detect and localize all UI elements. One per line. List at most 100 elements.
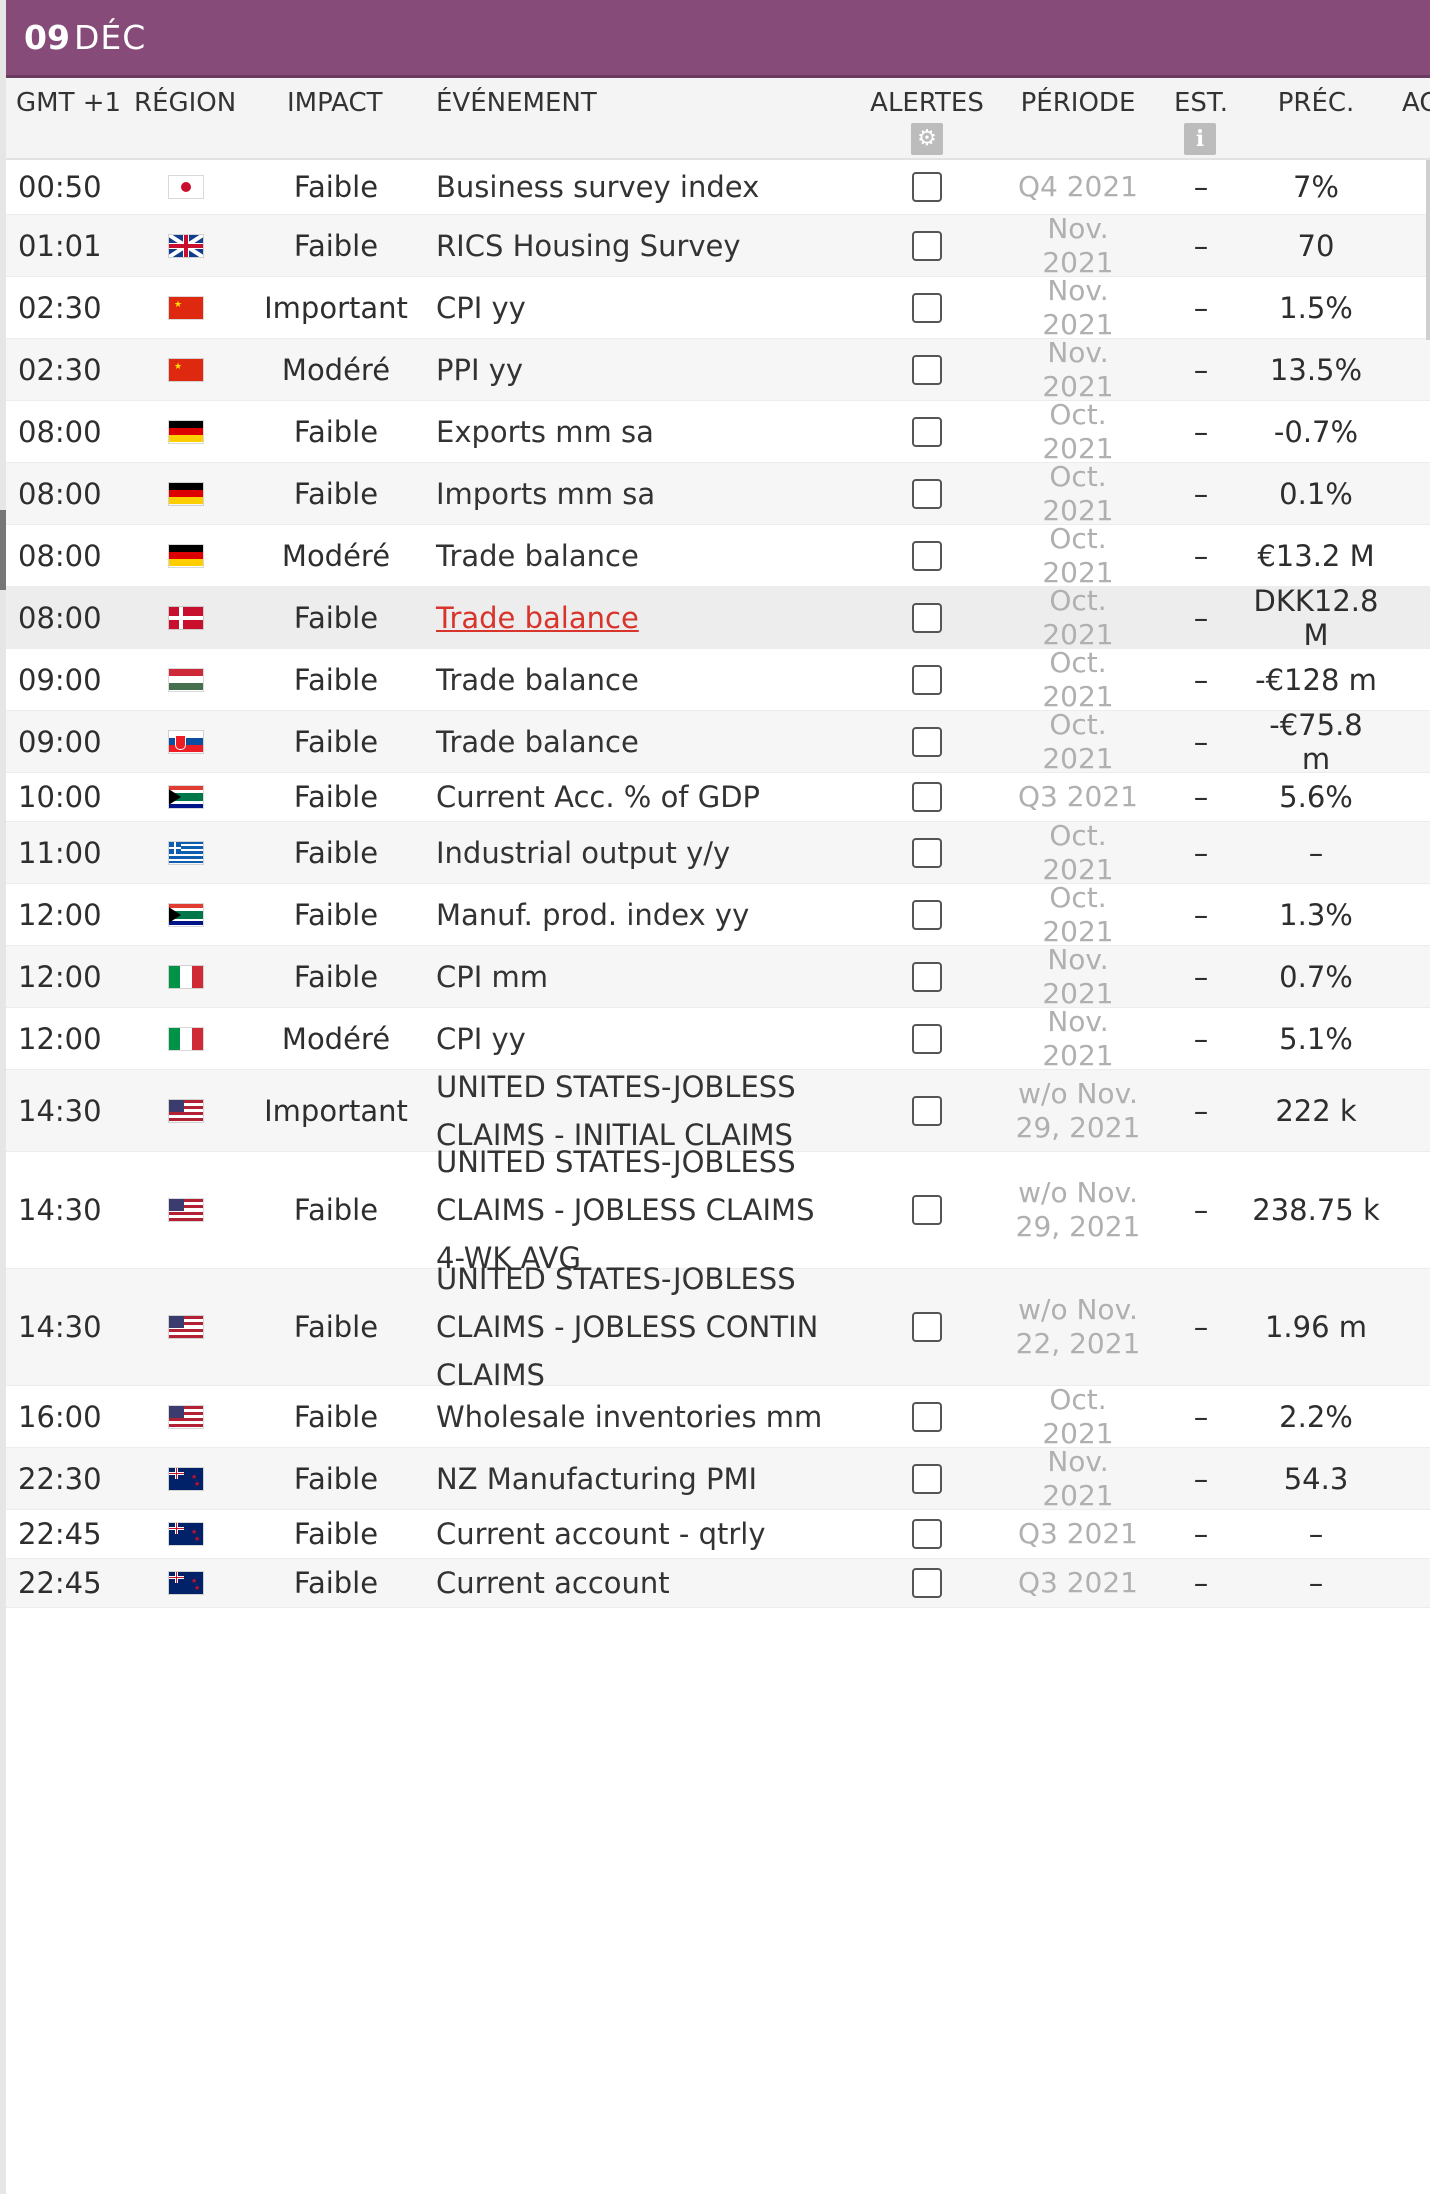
table-row[interactable]: 22:45 ★ ★ Faible Current account Q3 2021 – – <box>6 1559 1430 1608</box>
event-name[interactable]: Trade balance <box>436 532 856 580</box>
event-previous-line: 1.96 m <box>1264 1310 1368 1344</box>
event-previous: 2.2% <box>1246 1400 1386 1434</box>
event-previous: – <box>1246 1566 1386 1600</box>
event-period-line: Nov. <box>1047 942 1109 976</box>
table-row[interactable]: 12:00 Faible CPI mm Nov. 2021 – 0.7% <box>6 942 1430 1010</box>
table-row[interactable]: 02:30 ★ Modéré PPI yy Nov. 2021 – 13.5% <box>6 336 1430 403</box>
table-row[interactable]: 12:00 Faible Manuf. prod. index yy Oct. 2021… <box>6 881 1430 948</box>
table-row[interactable]: 14:30 Faible UNITED STATES-JOBLESS CLAIMS -… <box>6 1145 1430 1275</box>
table-row[interactable]: 14:30 Faible UNITED STATES-JOBLESS CLAIMS -… <box>6 1262 1430 1392</box>
table-row[interactable]: 22:30 ★ ★ Faible NZ Manufacturing PMI Nov. 202… <box>6 1445 1430 1512</box>
alert-checkbox[interactable] <box>912 1463 942 1494</box>
event-name[interactable]: CPI yy <box>436 284 856 332</box>
header-region[interactable]: RÉGION <box>134 88 237 118</box>
header-event[interactable]: ÉVÉNEMENT <box>436 88 597 118</box>
event-name[interactable]: Trade balance <box>436 594 856 642</box>
alert-checkbox[interactable] <box>912 1023 942 1054</box>
alert-checkbox[interactable] <box>912 1568 942 1598</box>
event-period-line: 2021 <box>1042 555 1114 589</box>
header-impact[interactable]: IMPACT <box>287 88 383 118</box>
header-act[interactable]: AC <box>1402 88 1430 118</box>
event-time: 00:50 <box>18 170 102 204</box>
event-name[interactable]: Exports mm sa <box>436 408 856 456</box>
event-name[interactable]: UNITED STATES-JOBLESS CLAIMS - INITIAL CL… <box>436 1063 856 1159</box>
alert-checkbox[interactable] <box>912 899 942 930</box>
scroll-marker[interactable] <box>0 510 6 590</box>
event-previous-line: 7% <box>1292 170 1339 204</box>
header-gmt[interactable]: GMT +1 <box>16 88 122 118</box>
alert-checkbox[interactable] <box>912 837 942 868</box>
alert-checkbox[interactable] <box>912 1519 942 1549</box>
event-name-line: NZ Manufacturing PMI <box>436 1461 758 1496</box>
header-alerts[interactable]: ALERTES <box>870 88 984 118</box>
table-row[interactable]: 08:00 Faible Trade balance Oct. 2021 – DKK12.8… <box>6 583 1430 652</box>
alert-checkbox[interactable] <box>912 961 942 992</box>
table-row[interactable]: 00:50 Faible Business survey index Q4 2021 –… <box>6 160 1430 215</box>
alert-checkbox[interactable] <box>912 602 942 633</box>
table-row[interactable]: 11:00 Faible Industrial output y/y Oct. 2021… <box>6 819 1430 886</box>
event-name-line: UNITED STATES-JOBLESS <box>436 1262 796 1296</box>
event-period-line: Oct. <box>1049 397 1107 431</box>
alert-checkbox[interactable] <box>912 292 942 323</box>
event-name[interactable]: Current Acc. % of GDP <box>436 773 856 821</box>
event-name[interactable]: Trade balance <box>436 718 856 766</box>
alert-checkbox[interactable] <box>912 540 942 571</box>
alert-checkbox[interactable] <box>912 782 942 812</box>
event-name-line: UNITED STATES-JOBLESS <box>436 1069 796 1104</box>
event-name-line: CLAIMS <box>436 1358 545 1392</box>
alert-checkbox[interactable] <box>912 1095 942 1126</box>
table-row[interactable]: 09:00 Faible Trade balance Oct. 2021 – -€128 m <box>6 646 1430 713</box>
table-row[interactable]: 22:45 ★ ★ Faible Current account - qtrly Q3 2… <box>6 1510 1430 1559</box>
event-previous-line: DKK12.8 <box>1253 583 1379 618</box>
event-name[interactable]: Business survey index <box>436 163 856 211</box>
alert-checkbox[interactable] <box>912 230 942 261</box>
event-name[interactable]: Industrial output y/y <box>436 829 856 877</box>
alert-checkbox[interactable] <box>912 478 942 509</box>
table-row[interactable]: 09:00 Faible Trade balance Oct. 2021 – -€75.8 m <box>6 708 1430 776</box>
table-row[interactable]: 08:00 Faible Exports mm sa Oct. 2021 – -0.7% <box>6 397 1430 465</box>
alert-checkbox[interactable] <box>912 726 942 757</box>
alert-checkbox[interactable] <box>912 1195 942 1225</box>
header-period[interactable]: PÉRIODE <box>1020 88 1136 118</box>
italy-flag-icon <box>169 965 203 988</box>
alert-checkbox[interactable] <box>912 1312 942 1342</box>
header-prev[interactable]: PRÉC. <box>1277 88 1355 118</box>
gear-icon[interactable]: ⚙ <box>911 123 943 155</box>
event-name[interactable]: Current account <box>436 1559 856 1607</box>
alert-checkbox[interactable] <box>912 354 942 385</box>
event-period-line: 29, 2021 <box>1015 1210 1141 1243</box>
table-row[interactable]: 08:00 Faible Imports mm sa Oct. 2021 – 0.1% <box>6 460 1430 527</box>
alert-checkbox[interactable] <box>912 1401 942 1432</box>
header-est[interactable]: EST. <box>1174 88 1228 118</box>
event-period: Oct. 2021 <box>1008 1383 1148 1451</box>
table-row[interactable]: 01:01 Faible RICS Housing Survey Nov. 2021 –… <box>6 212 1430 279</box>
event-name[interactable]: CPI yy <box>436 1015 856 1063</box>
date-month: DÉC <box>74 18 147 57</box>
table-row[interactable]: 16:00 Faible Wholesale inventories mm Oct. 2… <box>6 1383 1430 1451</box>
event-name[interactable]: RICS Housing Survey <box>436 222 856 270</box>
event-name[interactable]: UNITED STATES-JOBLESS CLAIMS - JOBLESS CO… <box>436 1255 856 1399</box>
event-name[interactable]: Imports mm sa <box>436 470 856 518</box>
event-name[interactable]: Wholesale inventories mm <box>436 1393 856 1441</box>
table-row[interactable]: 08:00 Modéré Trade balance Oct. 2021 – €13.2 M <box>6 522 1430 589</box>
event-period-line: 2021 <box>1042 1038 1114 1072</box>
alert-checkbox[interactable] <box>912 664 942 695</box>
event-name[interactable]: NZ Manufacturing PMI <box>436 1455 856 1503</box>
table-row[interactable]: 10:00 Faible Current Acc. % of GDP Q3 2021 –… <box>6 773 1430 822</box>
event-previous-line: 222 k <box>1275 1093 1357 1128</box>
event-name[interactable]: PPI yy <box>436 346 856 394</box>
table-row[interactable]: 12:00 Modéré CPI yy Nov. 2021 – 5.1% <box>6 1005 1430 1072</box>
event-name[interactable]: CPI mm <box>436 953 856 1001</box>
usa-flag-icon <box>169 1099 203 1122</box>
table-row[interactable]: 14:30 Important UNITED STATES-JOBLESS CLAIM… <box>6 1070 1430 1152</box>
event-name[interactable]: Current account - qtrly <box>436 1510 856 1558</box>
event-name[interactable]: Trade balance <box>436 656 856 704</box>
table-row[interactable]: 02:30 ★ Important CPI yy Nov. 2021 – 1.5% <box>6 274 1430 341</box>
scrollbar[interactable] <box>1426 160 1430 340</box>
impact-level: Faible <box>293 897 379 932</box>
info-icon[interactable]: i <box>1184 123 1216 155</box>
event-name[interactable]: Manuf. prod. index yy <box>436 891 856 939</box>
alert-checkbox[interactable] <box>912 416 942 447</box>
new-zealand-flag-icon: ★ ★ <box>169 1467 203 1490</box>
alert-checkbox[interactable] <box>912 172 942 202</box>
